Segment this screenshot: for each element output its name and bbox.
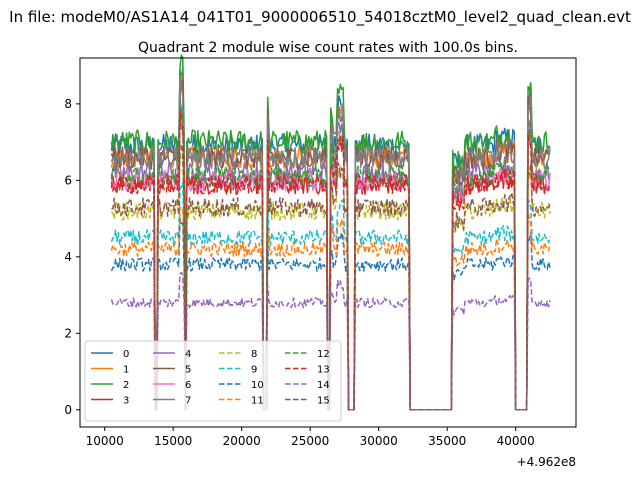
x-tick-label: 35000 (428, 434, 466, 448)
legend-label-15: 15 (317, 396, 330, 407)
chart-title: Quadrant 2 module wise count rates with … (138, 40, 518, 56)
x-axis: 10000 15000 20000 25000 30000 35000 40000 (86, 427, 535, 448)
legend-label-5: 5 (185, 365, 191, 376)
x-tick-label: 20000 (223, 434, 261, 448)
legend-label-4: 4 (185, 349, 191, 360)
legend-label-12: 12 (317, 349, 330, 360)
legend-label-6: 6 (185, 380, 191, 391)
legend-label-11: 11 (251, 396, 264, 407)
plot-lines (110, 54, 551, 411)
y-axis: 0 2 4 6 8 (64, 97, 80, 417)
legend-label-7: 7 (185, 396, 191, 407)
legend-label-9: 9 (251, 365, 257, 376)
y-tick-label: 2 (64, 326, 72, 340)
x-offset-label: +4.962e8 (517, 455, 576, 469)
legend-label-13: 13 (317, 365, 330, 376)
legend-label-3: 3 (123, 396, 129, 407)
legend-label-1: 1 (123, 365, 129, 376)
x-tick-label: 30000 (360, 434, 398, 448)
y-tick-label: 8 (64, 97, 72, 111)
x-tick-label: 25000 (291, 434, 329, 448)
x-tick-label: 15000 (154, 434, 192, 448)
axes-frame (79, 57, 577, 428)
series-line-12 (110, 105, 551, 411)
x-tick-label: 10000 (86, 434, 124, 448)
legend-label-8: 8 (251, 349, 257, 360)
legend-box (84, 340, 342, 422)
y-tick-label: 4 (64, 250, 72, 264)
y-tick-label: 0 (64, 403, 72, 417)
x-tick-label: 40000 (497, 434, 535, 448)
y-tick-label: 6 (64, 173, 72, 187)
legend-label-0: 0 (123, 349, 129, 360)
series-line-15 (111, 143, 551, 411)
legend-label-14: 14 (317, 380, 330, 391)
legend-label-10: 10 (251, 380, 264, 391)
chart-suptitle: In file: modeM0/AS1A14_041T01_9000006510… (9, 8, 631, 27)
legend-label-2: 2 (123, 380, 129, 391)
